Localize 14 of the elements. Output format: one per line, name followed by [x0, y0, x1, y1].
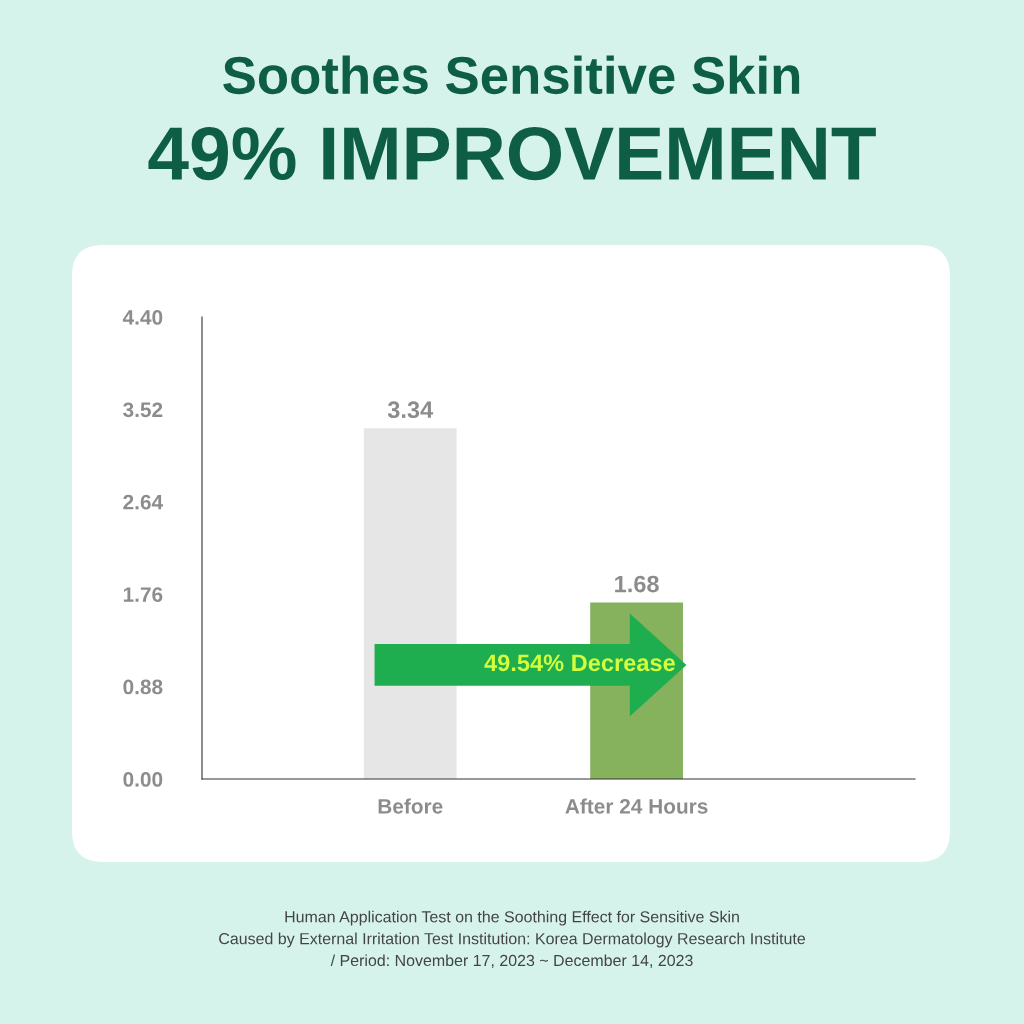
y-tick-label: 2.64 — [123, 494, 163, 510]
y-tick-label: 3.52 — [123, 402, 163, 418]
x-tick-label: Before — [378, 798, 443, 814]
data-label: 1.68 — [615, 575, 659, 593]
x-tick-label: After 24 Hours — [565, 798, 708, 814]
annotation: 49.54% Decrease — [484, 654, 675, 672]
text: Human Application Test on the Soothing Effect for Sensitive Skin Caused by External Irritation Test Institution: Korea Dermatology Research Institute / Period: November 17, 2023 ~ December 14, 2023 — [219, 910, 806, 969]
y-tick-label: 1.76 — [123, 587, 163, 602]
chart-title: Soothes Sensitive Skin — [223, 55, 800, 95]
chart-subtitle: 49% IMPROVEMENT — [148, 127, 876, 181]
y-tick-label: 0.00 — [123, 772, 163, 787]
y-tick-label: 0.88 — [123, 679, 163, 695]
y-tick-label: 4.40 — [122, 310, 163, 325]
data-label: 3.34 — [387, 401, 434, 419]
